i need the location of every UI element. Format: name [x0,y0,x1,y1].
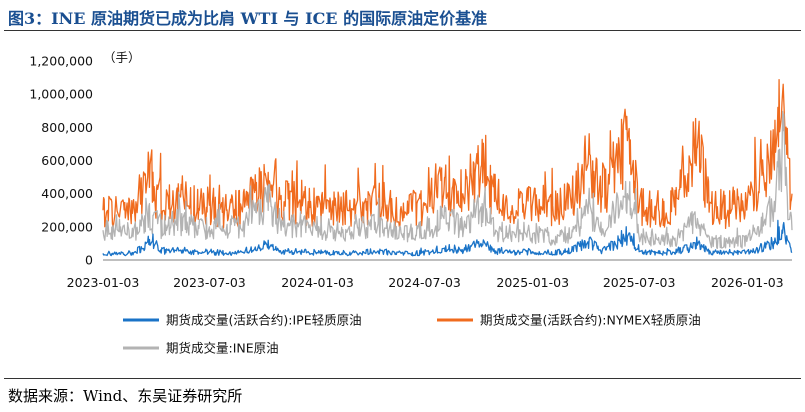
series-layer [103,80,792,256]
legend-label: 期货成交量(活跃合约):IPE轻质原油 [166,313,362,328]
source-note: 数据来源：Wind、东吴证券研究所 [8,385,242,406]
x-tick-label: 2025-07-03 [603,275,676,290]
x-tick-label: 2026-01-03 [711,275,784,290]
y-unit-label: （手） [103,50,141,65]
legend: 期货成交量(活跃合约):IPE轻质原油 期货成交量(活跃合约):NYMEX轻质原油… [123,313,701,356]
y-tick-label: 1,000,000 [29,87,93,102]
y-tick-label: 200,000 [41,219,93,234]
y-tick-label: 400,000 [41,186,93,201]
series-line [103,80,792,229]
x-tick-label: 2025-01-03 [496,275,569,290]
y-tick-label: 600,000 [41,153,93,168]
x-tick-label: 2023-01-03 [67,275,140,290]
legend-label: 期货成交量(活跃合约):NYMEX轻质原油 [480,313,701,328]
bottom-rule [4,378,801,379]
x-axis: 2023-01-03 2023-07-03 2024-01-03 2024-07-03… [67,260,792,290]
y-axis: 0 200,000 400,000 600,000 800,000 1,000,000 1,… [29,54,93,268]
x-tick-label: 2024-01-03 [281,275,354,290]
y-tick-label: 0 [85,253,93,268]
y-tick-label: 800,000 [41,120,93,135]
legend-label: 期货成交量:INE原油 [166,341,279,356]
y-tick-label: 1,200,000 [29,54,93,69]
x-tick-label: 2023-07-03 [173,275,246,290]
x-tick-label: 2024-07-03 [388,275,461,290]
